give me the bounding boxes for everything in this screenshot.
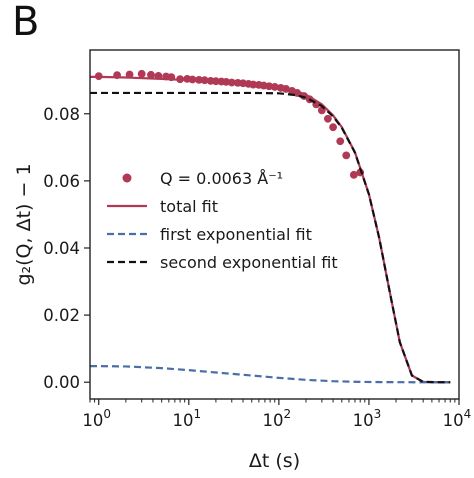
y-tick-label: 0.04 bbox=[43, 239, 80, 258]
panel-label: B bbox=[12, 0, 40, 45]
legend-label: first exponential fit bbox=[160, 225, 312, 244]
x-tick-label: 100 bbox=[82, 407, 111, 430]
data-point bbox=[336, 137, 345, 146]
total-fit-line bbox=[90, 75, 451, 384]
data-point bbox=[137, 69, 146, 78]
x-axis-title: Δt (s) bbox=[249, 450, 300, 472]
data-point bbox=[147, 70, 155, 79]
y-tick-label: 0.08 bbox=[43, 105, 80, 124]
y-tick-label: 0.02 bbox=[43, 306, 80, 325]
legend: Q = 0.0063 Å⁻¹ total fit first exponential… bbox=[107, 169, 338, 272]
x-tick-label: 104 bbox=[443, 407, 472, 430]
data-point bbox=[323, 114, 332, 123]
legend-label: total fit bbox=[160, 197, 218, 216]
data-point bbox=[125, 70, 134, 79]
first-exponential-fit-line bbox=[90, 365, 451, 384]
y-tick-label: 0.00 bbox=[43, 373, 80, 392]
ticks-layer: 0.00 0.02 0.04 0.06 0.08 100 101 102 103 104 bbox=[43, 105, 471, 430]
y-tick-label: 0.06 bbox=[43, 172, 80, 191]
data-point bbox=[349, 170, 358, 179]
legend-marker bbox=[122, 173, 132, 183]
x-tick-label: 102 bbox=[263, 407, 292, 430]
x-tick-label: 103 bbox=[353, 407, 382, 430]
legend-label: Q = 0.0063 Å⁻¹ bbox=[160, 169, 283, 188]
series-layer bbox=[90, 69, 451, 384]
y-axis-title: g₂(Q, Δt) − 1 bbox=[13, 163, 35, 285]
data-point bbox=[342, 151, 351, 160]
second-exponential-fit-line bbox=[90, 91, 451, 384]
data-point bbox=[329, 123, 337, 132]
x-tick-label: 101 bbox=[172, 407, 201, 430]
legend-label: second exponential fit bbox=[160, 253, 338, 272]
